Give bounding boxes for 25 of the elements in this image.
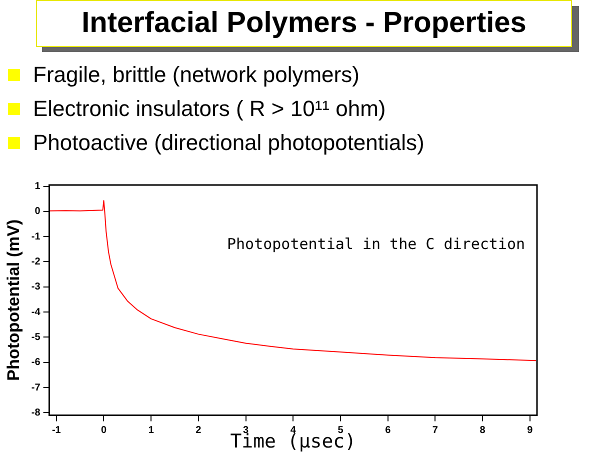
x-tick-label: 9 [527,424,534,436]
x-tick-label: 6 [385,424,392,436]
x-tick-label: 1 [148,424,154,436]
chart-title: Interfacial Polymers - Properties [36,0,572,47]
y-tick-label: -2 [31,256,41,268]
y-tick-label: -6 [31,357,41,368]
y-tick-label: -1 [31,231,41,242]
x-tick-label: 5 [338,424,344,436]
y-tick-label: -4 [31,306,41,318]
y-tick-label: -8 [31,407,41,418]
annotation: Photopotential in the C direction [226,234,525,253]
x-tick-label: 8 [480,424,486,436]
x-tick-label: 0 [100,424,107,436]
text: Electronic insulators ( R > 10¹¹ ohm) [33,96,386,122]
x-tick-label: -1 [52,424,62,436]
y-tick-label: -3 [31,282,41,293]
y-tick-label: 1 [34,181,41,192]
text: Fragile, brittle (network polymers) [33,62,360,88]
y-axis-title: Photopotential (mV) [4,219,23,381]
text: Photoactive (directional photopotentials) [33,130,424,156]
x-tick-label: 7 [432,424,438,436]
x-tick-label: 2 [196,424,202,436]
y-tick-label: -7 [31,382,41,394]
y-tick-label: 0 [34,206,41,218]
y-tick-label: -5 [31,332,41,343]
